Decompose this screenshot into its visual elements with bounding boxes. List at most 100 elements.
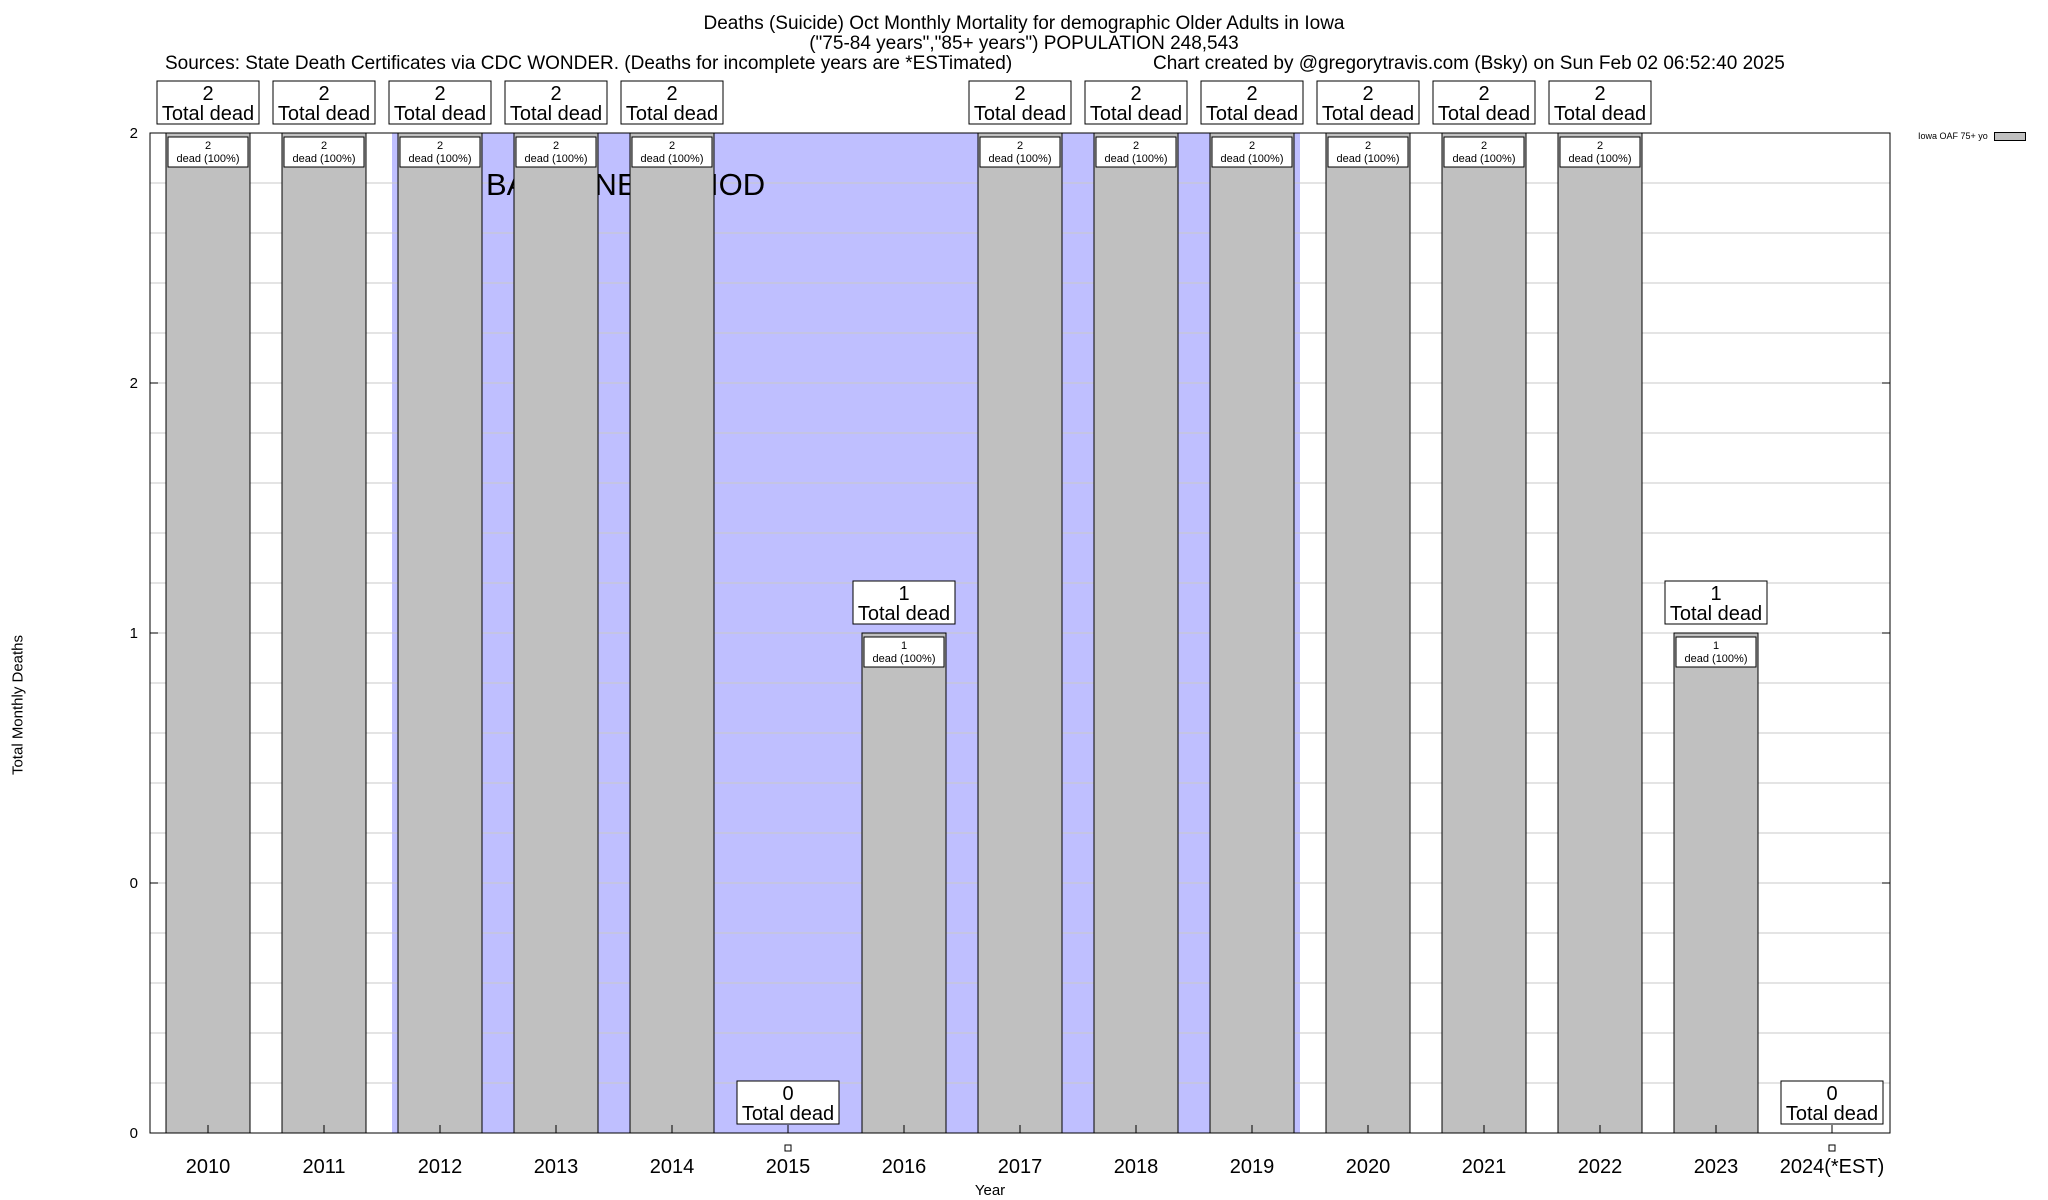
zero-marker <box>1828 1144 1836 1152</box>
legend-swatch <box>1993 131 2026 141</box>
bar-2021 <box>1441 132 1527 1134</box>
bar-inner-label-box <box>1443 136 1525 168</box>
bar-inner-percent: dead (100%) <box>989 153 1052 165</box>
bar-top-value: 2 <box>1362 83 1373 105</box>
bar-top-caption: Total dead <box>1438 103 1530 125</box>
x-tick-label: 2012 <box>418 1156 463 1178</box>
bar-2023 <box>1673 632 1759 1134</box>
bar-top-caption: Total dead <box>974 103 1066 125</box>
bar-2012 <box>397 132 483 1134</box>
bar-top-value: 2 <box>666 83 677 105</box>
bar-inner-label-box <box>167 136 249 168</box>
y-tick-label: 2 <box>130 375 138 392</box>
bar-top-caption: Total dead <box>1206 103 1298 125</box>
bar-inner-label-box <box>863 636 945 668</box>
bar-top-caption: Total dead <box>858 603 950 625</box>
bar-top-value: 1 <box>898 583 909 605</box>
bar-top-value: 2 <box>1246 83 1257 105</box>
bar-2010 <box>165 132 251 1134</box>
bar-inner-value: 2 <box>1481 140 1487 152</box>
bar-top-label-box <box>968 80 1072 125</box>
bar-inner-value: 2 <box>1133 140 1139 152</box>
x-tick-label: 2014 <box>650 1156 695 1178</box>
bar-top-caption: Total dead <box>742 1103 834 1125</box>
x-tick-label: 2016 <box>882 1156 927 1178</box>
bar-top-caption: Total dead <box>394 103 486 125</box>
bar-top-caption: Total dead <box>162 103 254 125</box>
bar-2018 <box>1093 132 1179 1134</box>
bar-top-caption: Total dead <box>1322 103 1414 125</box>
bar-top-value: 2 <box>1014 83 1025 105</box>
bar-top-label-box <box>272 80 376 125</box>
x-tick-label: 2024(*EST) <box>1780 1156 1885 1178</box>
chart-title: Deaths (Suicide) Oct Monthly Mortality f… <box>703 13 1345 34</box>
y-tick-label: 0 <box>130 1125 138 1142</box>
bar-top-value: 2 <box>550 83 561 105</box>
bar-2011 <box>281 132 367 1134</box>
bar-inner-label-box <box>515 136 597 168</box>
bar-top-value: 0 <box>1826 1083 1837 1105</box>
bar-top-value: 1 <box>1710 583 1721 605</box>
bar-top-value: 2 <box>318 83 329 105</box>
y-tick-label: 1 <box>130 625 138 642</box>
bar-inner-label-box <box>1675 636 1757 668</box>
bar-inner-percent: dead (100%) <box>293 153 356 165</box>
bar-top-label-box <box>620 80 724 125</box>
bar-inner-percent: dead (100%) <box>525 153 588 165</box>
bar-top-value: 2 <box>202 83 213 105</box>
bar-inner-label-box <box>979 136 1061 168</box>
bar-2019 <box>1209 132 1295 1134</box>
bar-inner-value: 2 <box>321 140 327 152</box>
bar-inner-value: 2 <box>669 140 675 152</box>
bar-inner-label-box <box>631 136 713 168</box>
bar-2014 <box>629 132 715 1134</box>
bar-inner-value: 2 <box>553 140 559 152</box>
bar-top-value: 0 <box>782 1083 793 1105</box>
bar-2016 <box>861 632 947 1134</box>
chart-credit: Chart created by @gregorytravis.com (Bsk… <box>1153 53 1785 74</box>
bar-inner-percent: dead (100%) <box>1569 153 1632 165</box>
x-tick-label: 2023 <box>1694 1156 1739 1178</box>
bar-top-label-box <box>1664 580 1768 625</box>
plot-frame <box>149 132 1891 1134</box>
bar-inner-value: 2 <box>1597 140 1603 152</box>
legend-label: Iowa OAF 75+ yo <box>1918 131 1988 141</box>
bar-2013 <box>513 132 599 1134</box>
x-tick-label: 2010 <box>186 1156 231 1178</box>
bar-top-label-box <box>736 1080 840 1125</box>
bar-inner-percent: dead (100%) <box>1221 153 1284 165</box>
y-tick-label: 0 <box>130 875 138 892</box>
sources-note: Sources: State Death Certificates via CD… <box>165 53 1013 74</box>
x-tick-label: 2015 <box>766 1156 811 1178</box>
bar-top-value: 2 <box>1130 83 1141 105</box>
bar-top-value: 2 <box>1478 83 1489 105</box>
x-tick-label: 2019 <box>1230 1156 1275 1178</box>
bar-inner-percent: dead (100%) <box>1453 153 1516 165</box>
x-tick-label: 2020 <box>1346 1156 1391 1178</box>
bar-inner-percent: dead (100%) <box>1105 153 1168 165</box>
bar-inner-percent: dead (100%) <box>641 153 704 165</box>
bar-top-label-box <box>388 80 492 125</box>
bar-inner-value: 1 <box>901 640 907 652</box>
bar-inner-label-box <box>1559 136 1641 168</box>
bar-inner-value: 2 <box>1365 140 1371 152</box>
bar-2022 <box>1557 132 1643 1134</box>
y-tick-label: 2 <box>130 125 138 142</box>
bar-top-caption: Total dead <box>1670 603 1762 625</box>
x-tick-label: 2018 <box>1114 1156 1159 1178</box>
bar-inner-label-box <box>1095 136 1177 168</box>
bar-top-caption: Total dead <box>626 103 718 125</box>
x-tick-label: 2022 <box>1578 1156 1623 1178</box>
x-tick-label: 2017 <box>998 1156 1043 1178</box>
chart-subtitle: ("75-84 years","85+ years") POPULATION 2… <box>809 33 1239 54</box>
x-tick-label: 2011 <box>302 1156 345 1178</box>
bar-top-label-box <box>1200 80 1304 125</box>
bar-inner-percent: dead (100%) <box>1337 153 1400 165</box>
bar-top-label-box <box>1316 80 1420 125</box>
bar-inner-percent: dead (100%) <box>409 153 472 165</box>
bar-inner-value: 2 <box>205 140 211 152</box>
bar-top-caption: Total dead <box>1090 103 1182 125</box>
bar-top-label-box <box>852 580 956 625</box>
bar-2017 <box>977 132 1063 1134</box>
